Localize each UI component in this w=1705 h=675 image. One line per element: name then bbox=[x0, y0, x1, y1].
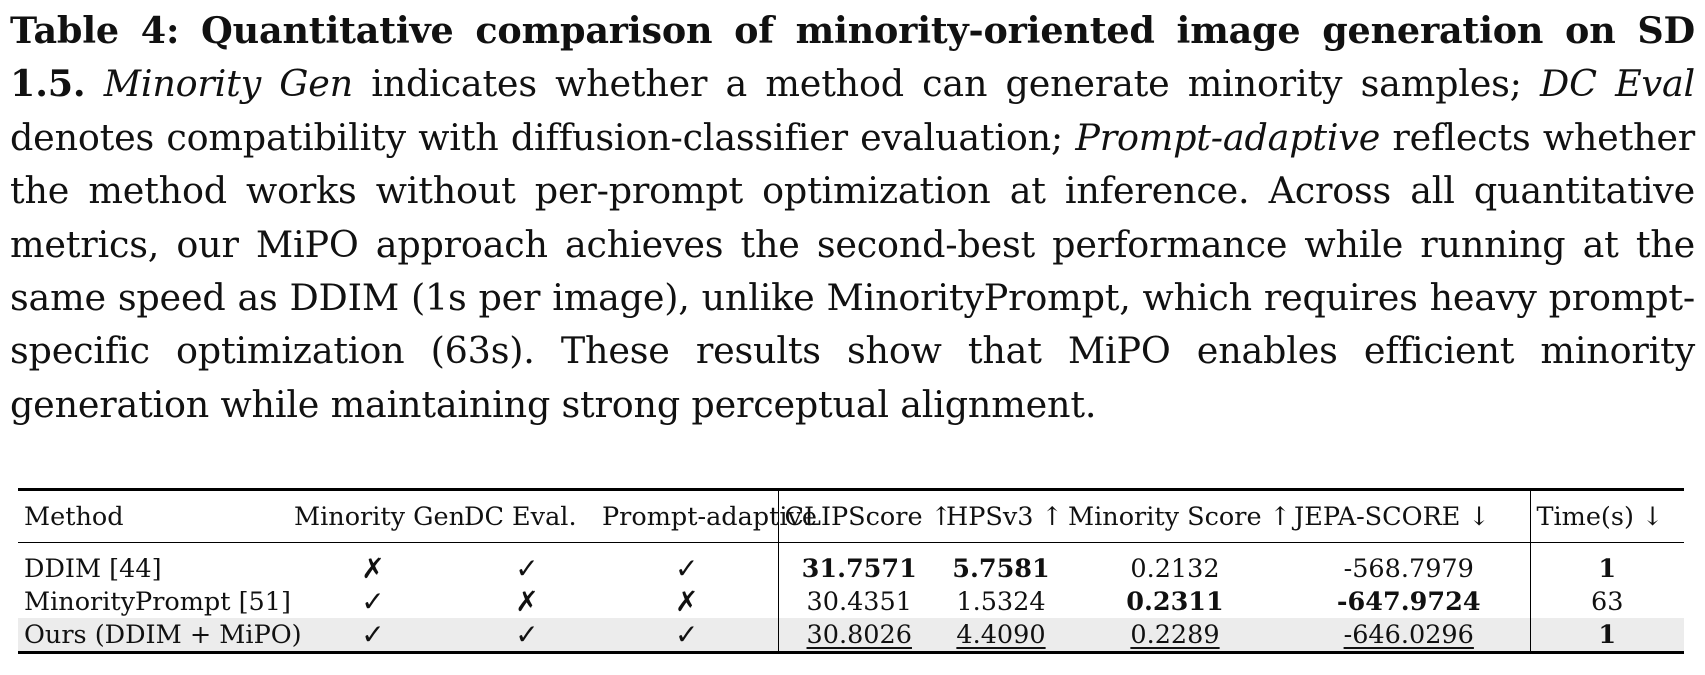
cell-clipscore: 30.8026 bbox=[777, 618, 940, 653]
header-hpsv3: HPSv3 ↑ bbox=[946, 501, 1063, 532]
table-header-row: Method Minority Gen. DC Eval. Prompt-ada… bbox=[18, 489, 1684, 543]
cell-minority-gen: ✗ bbox=[361, 552, 385, 585]
cell-jepa-score: -647.9724 bbox=[1336, 586, 1481, 617]
table-row-highlighted: Ours (DDIM + MiPO) ✓ ✓ ✓ 30.8026 4.4090 … bbox=[18, 618, 1684, 653]
header-prompt-adaptive: Prompt-adaptive bbox=[602, 501, 818, 532]
caption-term-dc-eval: DC Eval bbox=[1540, 62, 1695, 106]
table-row: DDIM [44] ✗ ✓ ✓ 31.7571 5.7581 0.2132 -5… bbox=[18, 542, 1684, 585]
table-row: MinorityPrompt [51] ✓ ✗ ✗ 30.4351 1.5324… bbox=[18, 585, 1684, 618]
header-time: Time(s) ↓ bbox=[1529, 489, 1684, 543]
cell-hpsv3: 5.7581 bbox=[952, 553, 1050, 584]
cell-clipscore: 31.7571 bbox=[777, 542, 940, 585]
header-clipscore: CLIPScore ↑ bbox=[777, 489, 952, 543]
header-minority-score: Minority Score ↑ bbox=[1068, 501, 1292, 532]
cell-minority-score: 0.2311 bbox=[1126, 586, 1224, 617]
cell-minority-score: 0.2289 bbox=[1130, 619, 1220, 650]
header-jepa-score: JEPA-SCORE ↓ bbox=[1294, 501, 1490, 532]
header-dc-eval: DC Eval. bbox=[464, 501, 577, 532]
caption-label: Table 4: Quantitative comparison of mino… bbox=[10, 9, 1695, 106]
header-minority-gen: Minority Gen. bbox=[294, 501, 474, 532]
caption-text-2: denotes compatibility with diffusion-cla… bbox=[10, 115, 1076, 159]
cell-jepa-score: -568.7979 bbox=[1343, 553, 1474, 584]
cell-prompt-adaptive: ✓ bbox=[675, 552, 699, 585]
cell-method: Ours (DDIM + MiPO) bbox=[24, 619, 302, 650]
cell-minority-gen: ✓ bbox=[361, 585, 385, 618]
caption-term-minority-gen: Minority Gen bbox=[103, 62, 353, 106]
caption-text-3: reflects whether the method works withou… bbox=[10, 115, 1695, 426]
cell-dc-eval: ✓ bbox=[515, 618, 539, 651]
cell-dc-eval: ✗ bbox=[515, 585, 539, 618]
cell-jepa-score: -646.0296 bbox=[1343, 619, 1474, 650]
caption-term-prompt-adaptive: Prompt-adaptive bbox=[1075, 115, 1381, 159]
cell-time: 63 bbox=[1529, 585, 1684, 618]
cell-hpsv3: 4.4090 bbox=[956, 619, 1046, 650]
results-table: Method Minority Gen. DC Eval. Prompt-ada… bbox=[18, 488, 1684, 654]
cell-prompt-adaptive: ✓ bbox=[675, 618, 699, 651]
cell-hpsv3: 1.5324 bbox=[956, 586, 1046, 617]
caption-text-1: indicates whether a method can generate … bbox=[352, 62, 1541, 106]
cell-minority-gen: ✓ bbox=[361, 618, 385, 651]
cell-prompt-adaptive: ✗ bbox=[675, 585, 699, 618]
table-caption: Table 4: Quantitative comparison of mino… bbox=[10, 4, 1695, 431]
cell-time: 1 bbox=[1529, 542, 1684, 585]
cell-method: DDIM [44] bbox=[24, 553, 162, 584]
cell-dc-eval: ✓ bbox=[515, 552, 539, 585]
cell-clipscore: 30.4351 bbox=[777, 585, 940, 618]
cell-method: MinorityPrompt [51] bbox=[24, 586, 291, 617]
cell-time: 1 bbox=[1529, 618, 1684, 653]
cell-minority-score: 0.2132 bbox=[1130, 553, 1220, 584]
header-method: Method bbox=[24, 501, 124, 532]
